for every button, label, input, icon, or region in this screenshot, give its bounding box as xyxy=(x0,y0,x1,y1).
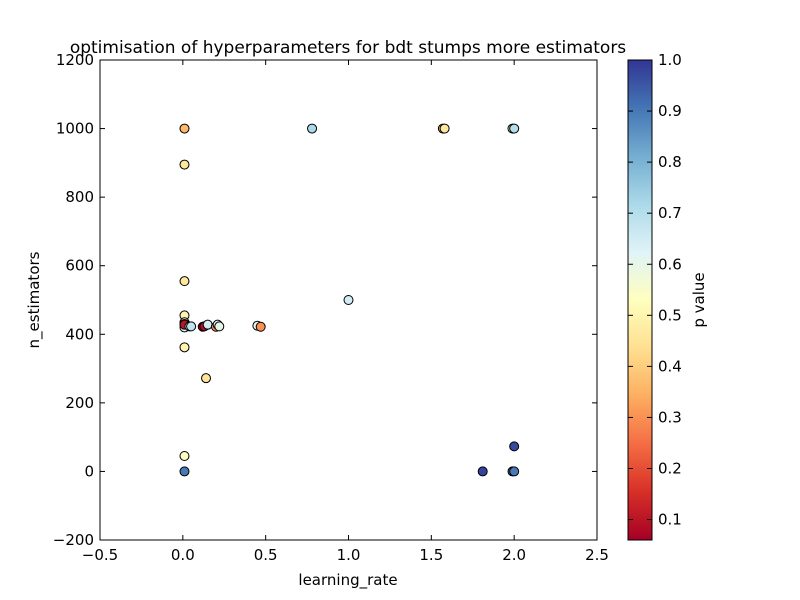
y-axis-label: n_estimators xyxy=(25,251,44,348)
x-tick-label: 0.0 xyxy=(171,546,195,564)
x-axis-label: learning_rate xyxy=(298,571,397,590)
y-tick-label: 1000 xyxy=(56,120,94,138)
data-point xyxy=(179,466,190,477)
y-tick-label: 600 xyxy=(65,257,94,275)
colorbar-tick-label: 0.4 xyxy=(658,357,682,375)
y-tick-label: 800 xyxy=(65,188,94,206)
colorbar-tick-label: 0.1 xyxy=(658,511,682,529)
data-point xyxy=(179,159,190,170)
data-point xyxy=(179,276,190,287)
y-tick-label: −200 xyxy=(53,531,94,549)
colorbar-tick-label: 0.7 xyxy=(658,204,682,222)
data-point xyxy=(179,342,190,353)
data-point xyxy=(201,373,212,384)
colorbar-tick-label: 0.9 xyxy=(658,102,682,120)
y-axis: −200 0 200 400 600 800 1000 1200 xyxy=(53,51,597,549)
colorbar-tick-label: 0.6 xyxy=(658,255,682,273)
x-tick-label: 1.0 xyxy=(337,546,361,564)
colorbar-tick-label: 1.0 xyxy=(658,51,682,69)
data-points xyxy=(179,123,520,477)
y-tick-label: 200 xyxy=(65,394,94,412)
data-point xyxy=(307,123,318,134)
colorbar-tick-label: 0.2 xyxy=(658,460,682,478)
colorbar-tick-label: 0.3 xyxy=(658,408,682,426)
data-point xyxy=(255,321,266,332)
colorbar xyxy=(627,59,653,541)
colorbar-tick-label: 0.5 xyxy=(658,306,682,324)
x-tick-label: −0.5 xyxy=(82,546,118,564)
x-tick-label: 2.5 xyxy=(585,546,609,564)
data-point xyxy=(509,466,520,477)
data-point xyxy=(509,123,520,134)
y-tick-label: 1200 xyxy=(56,51,94,69)
data-point xyxy=(343,295,354,305)
data-point xyxy=(202,319,213,330)
chart-title: optimisation of hyperparameters for bdt … xyxy=(70,38,626,58)
colorbar-axis: 0.1 0.2 0.3 0.4 0.5 0.6 0.7 0.8 0.9 1.0 xyxy=(628,51,682,529)
data-point xyxy=(477,466,488,477)
x-tick-label: 0.5 xyxy=(254,546,278,564)
data-point xyxy=(509,441,520,452)
colorbar-label: p value xyxy=(690,272,708,327)
x-axis: −0.5 0.0 0.5 1.0 1.5 2.0 2.5 xyxy=(82,60,609,564)
y-tick-label: 0 xyxy=(84,462,94,480)
colorbar-tick-label: 0.8 xyxy=(658,153,682,171)
x-tick-label: 1.5 xyxy=(419,546,443,564)
data-point xyxy=(439,123,450,134)
data-point xyxy=(179,451,190,461)
data-point xyxy=(186,321,197,332)
data-point xyxy=(214,321,225,332)
data-point xyxy=(179,123,190,134)
x-tick-label: 2.0 xyxy=(502,546,526,564)
y-tick-label: 400 xyxy=(65,325,94,343)
